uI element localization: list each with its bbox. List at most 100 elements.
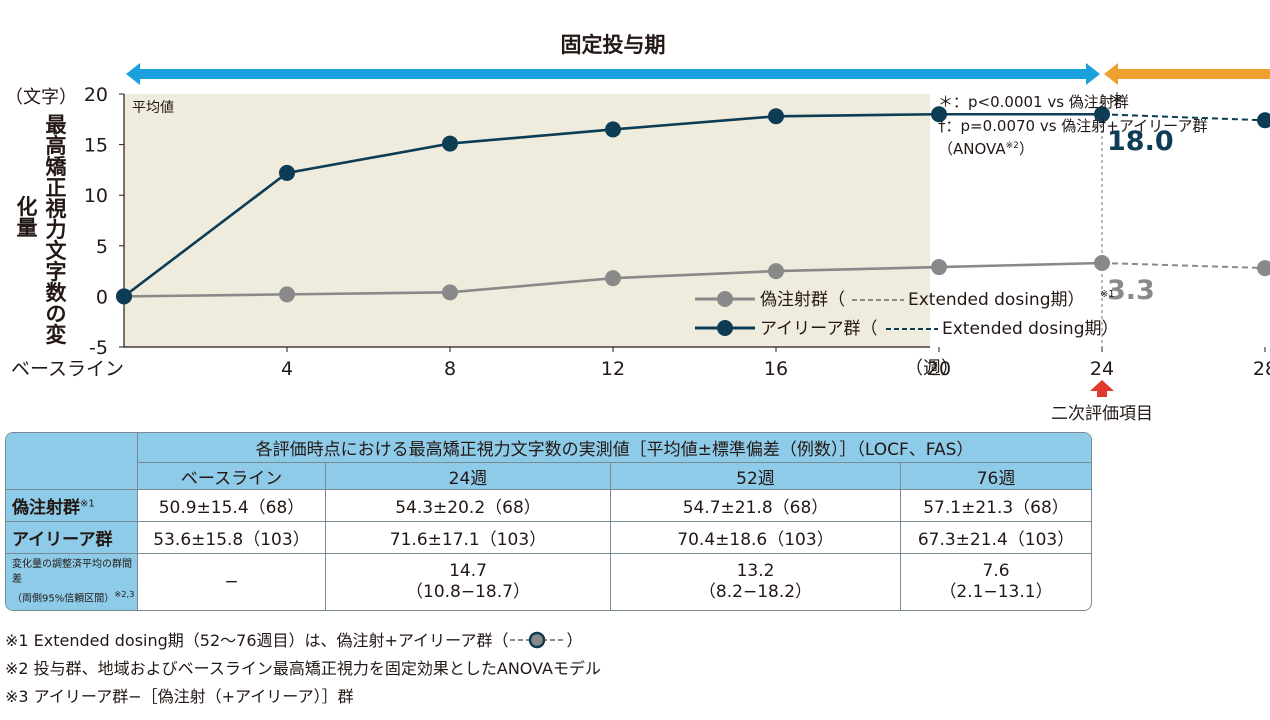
x-tick-label: 8 — [444, 358, 456, 380]
table-row: 偽注射群※1 50.9±15.4（68） 54.3±20.2（68） 54.7±… — [6, 490, 1092, 522]
footnote-2: ※2 投与群、地域およびベースライン最高矯正視力を固定効果としたANOVAモデル — [5, 659, 601, 678]
diff-label-line1: 変化量の調整済平均の群間差 — [12, 559, 132, 586]
x-tick-label: ベースライン — [11, 358, 124, 380]
row-header-eylea: アイリーア群 — [6, 522, 138, 554]
legend-sham: 偽注射群（ Extended dosing期） ※1 — [695, 289, 1115, 310]
table-corner — [6, 433, 138, 490]
x-tick-label: 4 — [281, 358, 293, 380]
row-header-diff: 変化量の調整済平均の群間差 （両側95%信頼区間）※2,3 — [6, 554, 138, 610]
footnote-1-marker — [510, 631, 565, 649]
x-tick-label: 16 — [764, 358, 788, 380]
data-point-1 — [768, 108, 784, 125]
table-cell: 50.9±15.4（68） — [138, 490, 326, 522]
sig-note-p1: ＊：p<0.0001 vs 偽注射群 — [938, 93, 1129, 111]
data-point-1 — [279, 164, 295, 181]
y-tick-label: 15 — [84, 135, 108, 157]
data-point-1 — [605, 121, 621, 138]
col-header: 76週 — [901, 463, 1092, 490]
data-point-1 — [116, 288, 132, 305]
col-header: ベースライン — [138, 463, 326, 490]
y-axis-label-char: 字 — [46, 260, 67, 284]
legend-sham-sup: ※1 — [1100, 289, 1115, 300]
y-axis-label: 最高矯正視力文字数の変 化量 — [17, 113, 68, 347]
legend-eylea-ext: Extended dosing期） — [942, 319, 1118, 339]
sig-note-anova: （ANOVA※2） — [938, 140, 1034, 158]
table-row: 変化量の調整済平均の群間差 （両側95%信頼区間）※2,3 − 14.7 （10.… — [6, 554, 1091, 610]
y-axis-label-char: 視 — [45, 197, 67, 221]
phase-label: 固定投与期 — [561, 33, 666, 57]
table-cell: 7.6 （2.1−13.1） — [939, 561, 1053, 602]
x-unit-label: （週） — [905, 358, 959, 379]
y-tick-label: -5 — [89, 337, 108, 359]
y-tick-label: 20 — [84, 84, 108, 106]
col-header: 24週 — [326, 463, 611, 490]
data-point-1 — [442, 135, 458, 152]
table-cell: − — [138, 554, 326, 610]
y-axis-label-char: 力 — [46, 218, 67, 242]
table-cell: 13.2 （8.2−18.2） — [611, 554, 901, 610]
evaluation-arrow — [1090, 380, 1114, 397]
data-point-0 — [279, 286, 295, 303]
x-tick-label: 28 — [1253, 358, 1270, 380]
y-tick-label: 5 — [96, 236, 108, 258]
legend: 偽注射群（ Extended dosing期） ※1 アイリーア群（ Exten… — [695, 289, 1118, 339]
row-header-sham: 偽注射群※1 — [6, 490, 138, 522]
line-chart: 固定投与期Extended dosing期（4週ごと診察）Extended do… — [5, 33, 1270, 424]
results-table: 各評価時点における最高矯正視力文字数の実測値［平均値±標準偏差（例数）］（LOC… — [5, 432, 1093, 611]
y-axis-label-char: の — [46, 302, 67, 326]
data-point-0 — [442, 284, 458, 301]
data-point-0 — [1094, 255, 1110, 272]
x-tick-label: 24 — [1090, 358, 1114, 380]
sig-note-p2: †：p=0.0070 vs 偽注射+アイリーア群 — [938, 117, 1208, 135]
x-tick-label: 20 — [927, 358, 951, 380]
data-label: 3.3 — [1107, 275, 1155, 306]
series-line-dashed-0 — [1101, 262, 1270, 270]
y-axis-label-char: 最 — [46, 113, 68, 137]
diff-label-line2: （両側95%信頼区間）※2,3 — [12, 589, 135, 605]
data-point-0 — [931, 259, 947, 276]
legend-eylea: アイリーア群（ Extended dosing期） — [695, 319, 1118, 339]
evaluation-label: 二次評価項目 — [1051, 404, 1153, 424]
data-label: 18.0 — [1107, 126, 1174, 157]
y-axis-label-char: 矯 — [46, 155, 67, 179]
y-axis-label-char: 化 — [17, 195, 38, 219]
mean-label: 平均値 — [132, 100, 174, 116]
y-unit-label: （文字） — [5, 87, 77, 108]
y-tick-label: 10 — [84, 185, 108, 207]
table-cell: 70.4±18.6（103） — [611, 522, 901, 554]
y-axis-label-char: 正 — [46, 176, 67, 200]
data-point-1 — [931, 106, 947, 123]
data-point-1 — [1257, 112, 1270, 129]
table-caption: 各評価時点における最高矯正視力文字数の実測値［平均値±標準偏差（例数）］（LOC… — [138, 433, 1092, 463]
table-cell: 14.7 （10.8−18.7） — [326, 554, 611, 610]
footnote-3: ※3 アイリーア群−［偽注射（+アイリーア）］群 — [5, 687, 354, 706]
table-row: アイリーア群 53.6±15.8（103） 71.6±17.1（103） 70.… — [6, 522, 1092, 554]
data-point-1 — [1094, 106, 1110, 123]
y-axis-label-char: 変 — [46, 323, 67, 347]
table-cell: 71.6±17.1（103） — [326, 522, 611, 554]
legend-sham-marker — [717, 291, 733, 307]
y-axis-label-char: 文 — [46, 239, 68, 263]
table-cell: 53.6±15.8（103） — [138, 522, 326, 554]
x-tick-label: 12 — [601, 358, 625, 380]
y-tick-label: 0 — [96, 286, 108, 308]
phase-arrow — [1104, 63, 1270, 85]
phase-arrow — [126, 63, 1100, 85]
y-axis-label-char: 量 — [17, 216, 38, 240]
significance-notes: ＊：p<0.0001 vs 偽注射群 †：p=0.0070 vs 偽注射+アイリ… — [938, 93, 1208, 158]
col-header: 52週 — [611, 463, 901, 490]
table-cell: 67.3±21.4（103） — [901, 522, 1092, 554]
table-cell: 54.3±20.2（68） — [326, 490, 611, 522]
y-axis-label-char: 高 — [46, 134, 67, 158]
table-cell: 57.1±21.3（68） — [901, 490, 1092, 522]
legend-sham-name: 偽注射群（ — [760, 290, 845, 310]
table-cell: 54.7±21.8（68） — [611, 490, 901, 522]
significance-mark: ＊ — [1108, 90, 1126, 111]
data-point-0 — [605, 270, 621, 287]
footnote-1: ※1 Extended dosing期（52〜76週目）は、偽注射+アイリーア群… — [5, 631, 583, 650]
legend-eylea-name: アイリーア群（ — [760, 319, 877, 339]
legend-sham-ext: Extended dosing期） — [908, 290, 1084, 310]
data-point-0 — [1257, 260, 1270, 277]
legend-eylea-marker — [717, 320, 733, 336]
y-axis-label-char: 数 — [46, 281, 68, 305]
